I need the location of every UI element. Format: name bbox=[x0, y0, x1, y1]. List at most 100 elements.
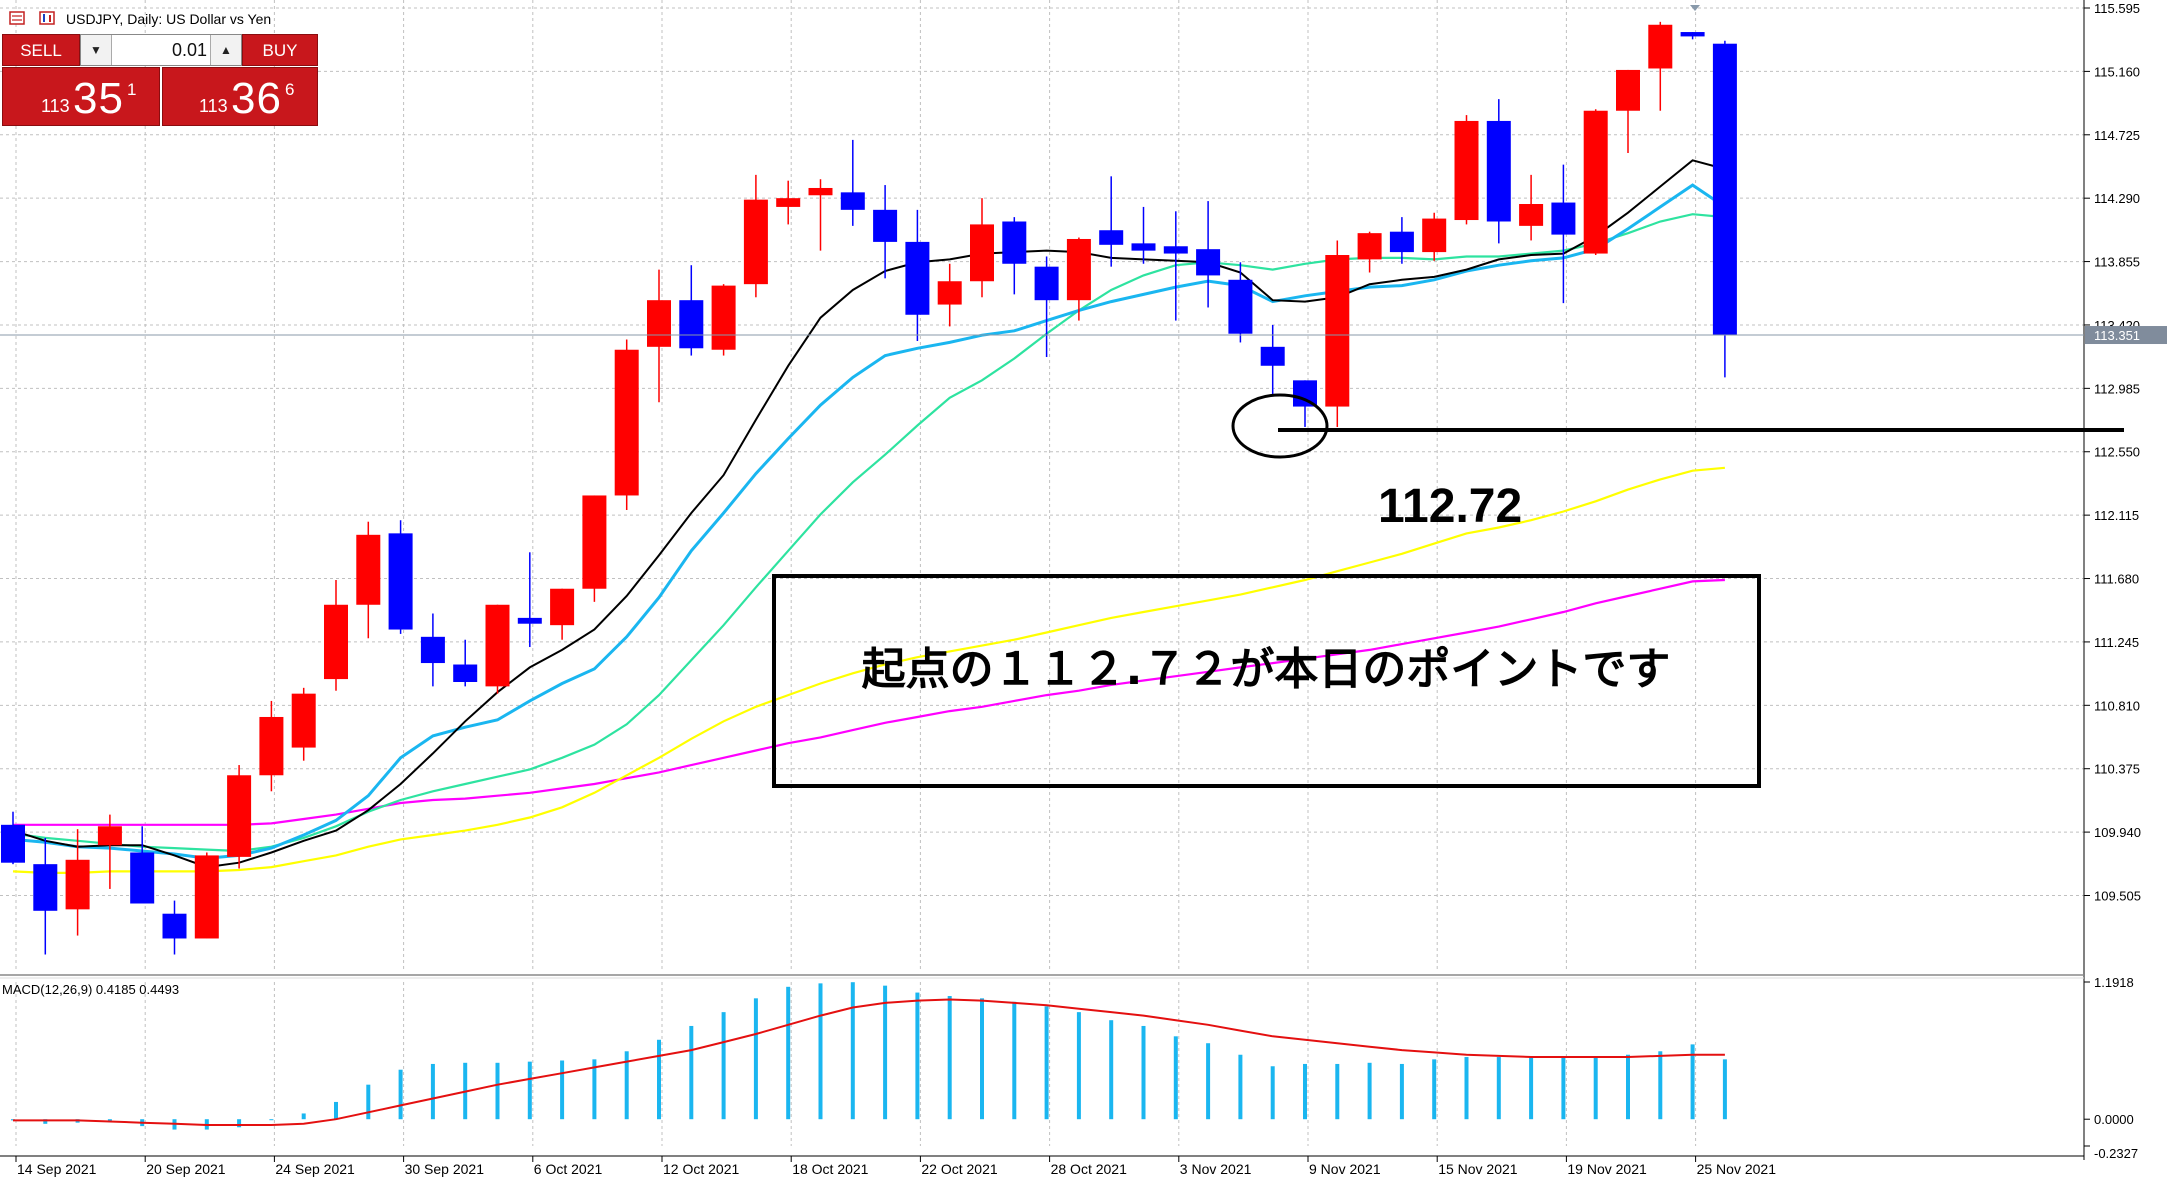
candle-body-bull bbox=[970, 224, 994, 282]
price-tick-label: 113.855 bbox=[2094, 255, 2140, 270]
chevron-down-icon[interactable]: ▼ bbox=[81, 35, 112, 65]
macd-histogram-bar bbox=[883, 985, 888, 1120]
candle-body-bull bbox=[1519, 204, 1544, 226]
macd-histogram-bar bbox=[915, 992, 920, 1120]
macd-histogram-bar bbox=[301, 1113, 306, 1120]
candle-body-bull bbox=[324, 604, 348, 680]
candle-body-bear bbox=[1486, 120, 1511, 222]
date-tick-label: 19 Nov 2021 bbox=[1567, 1161, 1647, 1177]
price-tick-label: 115.595 bbox=[2094, 1, 2140, 16]
candle-body-bear bbox=[1551, 202, 1576, 235]
macd-histogram-bar bbox=[1464, 1057, 1469, 1120]
candle-body-bull bbox=[776, 198, 801, 207]
macd-histogram-bar bbox=[1367, 1062, 1372, 1120]
date-tick-label: 24 Sep 2021 bbox=[275, 1161, 355, 1177]
macd-histogram-bar bbox=[560, 1060, 565, 1120]
chart-icon bbox=[9, 11, 25, 25]
candle-body-bear bbox=[388, 533, 413, 630]
candle-body-bull bbox=[97, 826, 122, 846]
candle-body-bull bbox=[614, 349, 639, 496]
candle-body-bull bbox=[1422, 218, 1447, 253]
macd-histogram-bar bbox=[1399, 1063, 1404, 1120]
sell-button[interactable]: SELL bbox=[2, 34, 80, 66]
macd-tick-label: -0.2327 bbox=[2094, 1146, 2138, 1161]
candle-body-bear bbox=[873, 209, 898, 242]
date-tick-label: 22 Oct 2021 bbox=[921, 1161, 997, 1177]
price-tick-label: 111.680 bbox=[2094, 572, 2139, 587]
price-tick-label: 110.375 bbox=[2094, 762, 2140, 777]
macd-histogram-bar bbox=[1496, 1057, 1501, 1120]
macd-histogram-bar bbox=[527, 1061, 532, 1120]
chart-shift-marker bbox=[1690, 5, 1700, 11]
ma-slow-line bbox=[12, 213, 1725, 853]
macd-histogram-bar bbox=[495, 1062, 500, 1120]
timeframe-icon bbox=[39, 11, 55, 25]
macd-histogram-bar bbox=[107, 1119, 112, 1122]
candle-body-bear bbox=[1163, 246, 1188, 254]
candle-body-bear bbox=[517, 617, 542, 624]
macd-signal-line bbox=[13, 998, 1725, 1126]
bid-price-pip: 1 bbox=[127, 80, 137, 99]
macd-tick-label: 0.0000 bbox=[2094, 1112, 2134, 1127]
macd-histogram-bar bbox=[1335, 1063, 1340, 1120]
macd-histogram-bar bbox=[1593, 1057, 1598, 1120]
candle-body-bull bbox=[65, 859, 90, 910]
ma-fast-line bbox=[12, 159, 1726, 869]
macd-title: MACD(12,26,9) 0.4185 0.4493 bbox=[2, 982, 179, 997]
chevron-up-icon[interactable]: ▲ bbox=[210, 35, 241, 65]
candle-body-bull bbox=[485, 604, 510, 687]
candle-body-bull bbox=[1616, 69, 1640, 111]
candle-body-bull bbox=[1583, 110, 1608, 254]
price-tick-label: 110.810 bbox=[2094, 698, 2140, 713]
candle-body-bear bbox=[162, 913, 187, 939]
candle-body-bear bbox=[130, 852, 155, 904]
one-click-trade-panel: SELL ▼ 0.01 ▲ BUY 113 35 1 113 36 6 bbox=[2, 34, 318, 126]
candle-body-bull bbox=[356, 534, 381, 605]
macd-histogram-bar bbox=[1722, 1059, 1727, 1120]
ma-magenta-line bbox=[13, 578, 1725, 826]
level-label: 112.72 bbox=[1378, 480, 1522, 533]
date-tick-label: 20 Sep 2021 bbox=[146, 1161, 226, 1177]
bid-price-button[interactable]: 113 35 1 bbox=[2, 67, 160, 126]
macd-histogram-bar bbox=[980, 998, 984, 1120]
moving-averages bbox=[12, 159, 1726, 875]
macd-histogram-bar bbox=[753, 998, 758, 1120]
candle-body-bear bbox=[1, 824, 25, 863]
candle-body-bull bbox=[227, 775, 252, 857]
lot-size-input[interactable]: 0.01 bbox=[171, 40, 207, 60]
candle-body-bear bbox=[905, 241, 930, 315]
price-tick-label: 111.245 bbox=[2094, 635, 2139, 650]
macd-histogram-bar bbox=[1658, 1051, 1663, 1120]
macd-histogram-bar bbox=[657, 1039, 661, 1120]
ask-price-button[interactable]: 113 36 6 bbox=[162, 67, 318, 126]
macd-indicator: MACD(12,26,9) 0.4185 0.4493 bbox=[2, 982, 1727, 1130]
date-tick-label: 30 Sep 2021 bbox=[405, 1161, 485, 1177]
date-axis: 14 Sep 2021 20 Sep 2021 24 Sep 2021 30 Sep … bbox=[15, 1156, 1776, 1177]
macd-histogram-bar bbox=[1109, 1020, 1114, 1120]
candle-body-bull bbox=[743, 199, 768, 285]
date-tick-label: 6 Oct 2021 bbox=[534, 1161, 603, 1177]
current-price-label: 113.351 bbox=[2094, 328, 2140, 343]
macd-histogram-bar bbox=[366, 1084, 371, 1120]
macd-histogram-bar bbox=[1561, 1057, 1566, 1120]
macd-histogram-bar bbox=[850, 982, 855, 1120]
candle-body-bear bbox=[453, 664, 478, 682]
candle-body-bear bbox=[1260, 346, 1285, 366]
macd-histogram-bar bbox=[1044, 1006, 1049, 1120]
low-point-circle bbox=[1231, 393, 1329, 459]
buy-button[interactable]: BUY bbox=[242, 34, 318, 66]
macd-histogram-bar bbox=[818, 983, 823, 1120]
macd-histogram-bar bbox=[398, 1069, 403, 1120]
candle-body-bull bbox=[582, 495, 607, 589]
ask-price-pip: 6 bbox=[285, 80, 295, 99]
note-box bbox=[772, 574, 1761, 788]
lot-size-stepper[interactable]: ▼ 0.01 ▲ bbox=[80, 34, 242, 66]
bid-price-main: 35 bbox=[73, 74, 124, 123]
note-text: 起点の１１２.７２が本日のポイントです bbox=[862, 644, 1671, 695]
candle-body-bear bbox=[679, 300, 704, 349]
price-tick-label: 112.985 bbox=[2094, 381, 2140, 396]
macd-tick-label: 1.1918 bbox=[2094, 975, 2134, 990]
ma-mid-line bbox=[12, 183, 1726, 860]
macd-histogram-bar bbox=[269, 1119, 274, 1121]
chart-grid bbox=[0, 0, 2084, 1146]
